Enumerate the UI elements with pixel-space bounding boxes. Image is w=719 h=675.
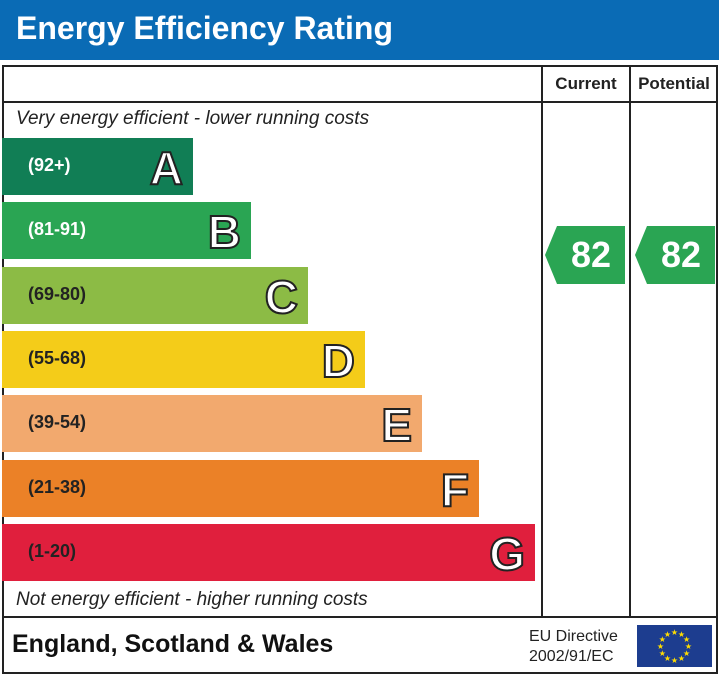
star-icon: ★ [659,649,666,658]
page-title: Energy Efficiency Rating [16,10,393,46]
band-range: (39-54) [28,412,87,433]
potential-rating-value: 82 [660,234,702,275]
band-letter: F [440,463,470,517]
star-icon: ★ [671,656,678,665]
current-rating-arrow: 82 [545,226,625,284]
star-icon: ★ [664,630,671,639]
star-icon: ★ [678,654,685,663]
top-note: Very energy efficient - lower running co… [16,108,370,129]
band-range: (69-80) [28,283,87,304]
band-letter: G [488,527,526,581]
band-range: (92+) [28,155,71,175]
star-icon: ★ [685,642,692,651]
band-letter: B [207,205,242,259]
divider [2,101,718,103]
band-range: (81-91) [28,219,87,240]
band-range: (21-38) [28,476,87,497]
potential-header: Potential [638,74,710,93]
eu-directive: EU Directive 2002/91/EC [529,627,618,667]
band-f: (21-38) F [2,459,479,517]
star-icon: ★ [659,635,666,644]
band-range: (55-68) [28,347,87,368]
band-d: (55-68) D [2,330,365,388]
band-g: (1-20) G [2,523,535,581]
band-e: (39-54) E [2,395,422,453]
bottom-note: Not energy efficient - higher running co… [16,589,368,610]
divider [541,65,543,617]
header-banner: Energy Efficiency Rating [0,0,719,60]
band-a: (92+) A [2,138,193,195]
directive-line1: EU Directive [529,628,618,645]
potential-rating-arrow: 82 [635,226,715,284]
star-icon: ★ [683,635,690,644]
star-icon: ★ [671,628,678,637]
band-c: (69-80) C [2,266,308,324]
divider [2,616,718,618]
current-rating-value: 82 [570,234,612,275]
eu-flag-icon: ★ ★ ★ ★ ★ ★ ★ ★ ★ ★ ★ ★ [637,625,712,667]
star-icon: ★ [657,642,664,651]
current-header: Current [555,74,617,93]
country-label: England, Scotland & Wales [12,630,334,658]
star-icon: ★ [664,654,671,663]
band-b: (81-91) B [2,202,251,260]
star-icon: ★ [678,630,685,639]
directive-line2: 2002/91/EC [529,648,614,665]
band-letter: E [380,398,413,452]
band-letter: D [321,334,356,388]
band-letter: C [264,270,299,324]
band-letter: A [149,141,184,195]
star-icon: ★ [683,649,690,658]
divider [629,65,631,617]
band-range: (1-20) [28,540,77,561]
